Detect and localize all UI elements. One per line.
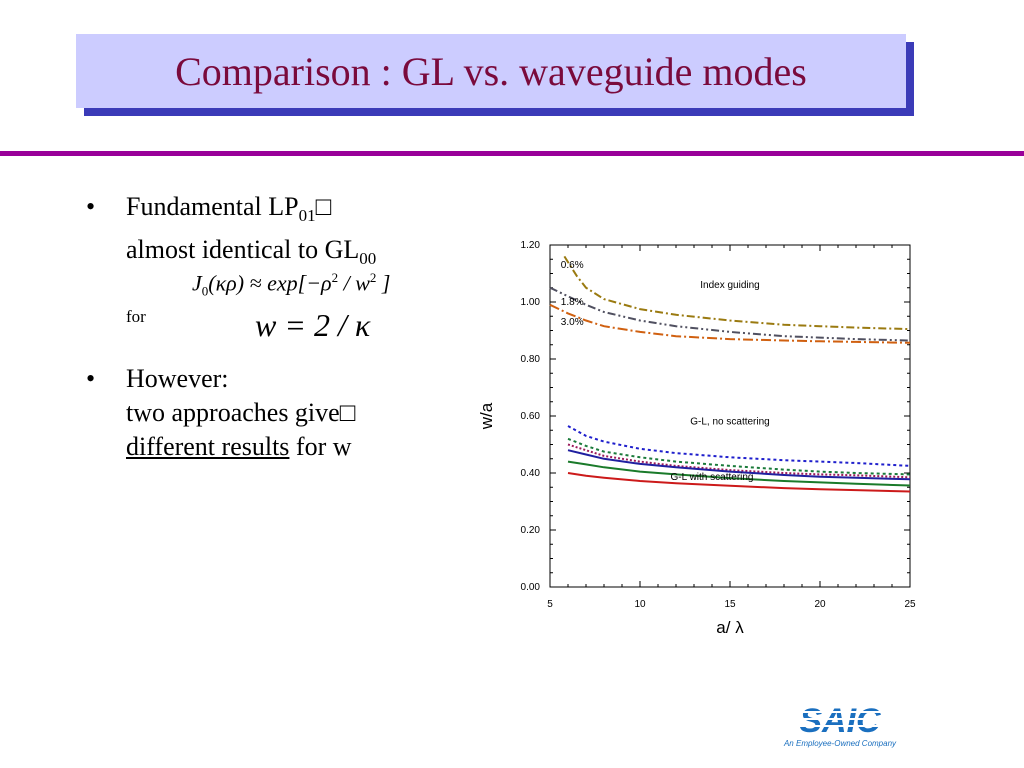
saic-logo-text: SAIC [799,702,881,740]
chart-annotation: 0.6% [561,260,584,271]
chart-annotation: 3.0% [561,317,584,328]
y-axis-label: w/a [477,402,496,430]
chart-waveguide-modes: 0.00 0.20 0.40 0.60 0.80 1.00 1.20 5 10 15 20 25 a/ … [477,240,916,637]
series-line-4 [567,437,911,476]
bullet-item-however: • However: two approaches give□ differen… [86,362,486,464]
bullet2-line3-underlined: different results [126,432,290,461]
saic-logo-tagline: An Employee-Owned Company [783,739,897,748]
page-title: Comparison : GL vs. waveguide modes [175,48,807,94]
y-tick-label: 0.00 [521,582,541,593]
chart-annotation: G-L with scattering [671,472,754,483]
formula1-w-sup: 2 [369,270,377,285]
series-line-7 [567,460,911,487]
bullet-dot-icon: • [86,192,96,221]
formula-bessel-approx: J0(κρ) ≈ exp[−ρ2 / w2 ] [192,270,390,300]
series-line-5 [567,443,911,479]
bullet2-line2: two approaches give□ [126,398,356,427]
bullet-item-fundamental: • Fundamental LP01□ almost identical to … [86,190,486,276]
series-line-1 [549,286,911,342]
x-tick-label: 25 [904,599,916,610]
title-divider [0,151,1024,156]
title-box: Comparison : GL vs. waveguide modes [76,34,906,108]
bullet2-line3-tail: for w [289,432,352,461]
x-axis-label: a/ λ [716,618,744,637]
chart-plot-group: 0.00 0.20 0.40 0.60 0.80 1.00 1.20 5 10 15 20 25 a/ … [477,240,916,637]
chart-annotation: 1.8% [561,297,584,308]
chart-annotation: G-L, no scattering [690,417,769,428]
y-tick-label: 0.80 [521,354,541,365]
chart-annotation: Index guiding [700,280,760,291]
formula1-exp-sup: 2 [331,270,339,285]
bullet1-line1-tail: □ [315,192,332,221]
series-line-3 [567,425,911,467]
bullet-dot-icon: • [86,364,96,393]
bullet1-line2: almost identical to GL [126,235,360,265]
bullet1-line1: Fundamental LP [126,192,299,221]
bullet-list-2: • However: two approaches give□ differen… [86,362,486,464]
y-tick-label: 0.20 [521,525,541,536]
y-tick-label: 1.20 [521,240,541,251]
bullet-list: • Fundamental LP01□ almost identical to … [86,190,486,426]
saic-logo: SAIC An Employee-Owned Company [780,702,900,748]
formula1-arg: (κρ) ≈ exp[−ρ [208,270,332,296]
bullet1-line1-sub: 01 [298,206,316,226]
for-label: for [126,307,146,326]
bullet1-line2-sub: 00 [359,249,377,269]
series-line-6 [567,449,911,481]
y-tick-label: 1.00 [521,297,541,308]
x-tick-label: 10 [634,599,646,610]
x-tick-label: 20 [814,599,826,610]
formula1-lhs: J [192,270,202,296]
formula1-lhs-sub: 0 [201,283,209,299]
series-line-0 [563,255,911,331]
y-tick-label: 0.40 [521,468,541,479]
saic-logo-mark: SAIC [780,702,900,740]
x-tick-label: 5 [547,599,553,610]
formula1-end: ] [376,270,391,296]
bullet2-line1: However: [126,364,229,393]
formula-w-kappa: w = 2 / κ [255,307,371,343]
series-line-2 [549,303,911,344]
formula1-mid: / w [338,270,370,296]
x-tick-label: 15 [724,599,736,610]
y-tick-label: 0.60 [521,411,541,422]
series-line-8 [567,472,911,493]
